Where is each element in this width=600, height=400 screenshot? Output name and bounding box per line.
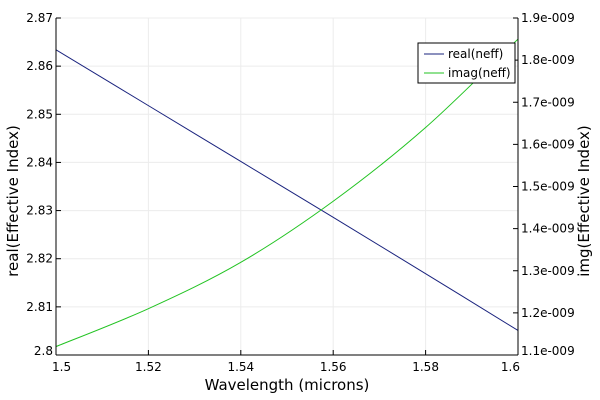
x-tick-label: 1.56 bbox=[320, 360, 347, 374]
series-line-imag bbox=[56, 38, 518, 348]
y-right-tick-label: 1.3e-009 bbox=[521, 264, 575, 278]
y-left-tick-label: 2.86 bbox=[26, 59, 53, 73]
y-right-tick-label: 1.6e-009 bbox=[521, 137, 575, 151]
series-line-real bbox=[56, 49, 518, 331]
y-left-tick-label: 2.8 bbox=[34, 344, 53, 358]
y-left-tick-label: 2.85 bbox=[26, 107, 53, 121]
legend-entry-imag: imag(neff) bbox=[448, 66, 511, 80]
y-left-tick-label: 2.87 bbox=[26, 11, 53, 25]
legend: real(neff) imag(neff) bbox=[417, 42, 516, 84]
y-left-tick-label: 2.82 bbox=[26, 252, 53, 266]
y-left-tick-label: 2.84 bbox=[26, 155, 53, 169]
y-right-tick-label: 1.7e-009 bbox=[521, 95, 575, 109]
y-right-tick-label: 1.2e-009 bbox=[521, 306, 575, 320]
y-left-tick-label: 2.81 bbox=[26, 300, 53, 314]
y-right-tick-label: 1.8e-009 bbox=[521, 53, 575, 67]
x-tick-label: 1.52 bbox=[135, 360, 162, 374]
y-axis-left-label: real(Effective Index) bbox=[4, 125, 22, 277]
y-axis-right-label: img(Effective Index) bbox=[575, 125, 593, 277]
legend-entry-real: real(neff) bbox=[448, 47, 503, 61]
y-left-tick-label: 2.83 bbox=[26, 204, 53, 218]
y-right-tick-label: 1.1e-009 bbox=[521, 344, 575, 358]
legend-box bbox=[417, 42, 516, 84]
y-right-tick-label: 1.4e-009 bbox=[521, 222, 575, 236]
x-axis-label: Wavelength (microns) bbox=[205, 376, 370, 394]
ticks: 1.5 1.52 1.54 1.56 1.58 1.6 2.8 2.81 2.82 2.83 2.8… bbox=[26, 11, 574, 374]
x-tick-label: 1.5 bbox=[52, 360, 71, 374]
x-tick-label: 1.58 bbox=[412, 360, 439, 374]
x-tick-label: 1.54 bbox=[227, 360, 254, 374]
series-layer bbox=[56, 38, 518, 348]
y-right-tick-label: 1.5e-009 bbox=[521, 180, 575, 194]
x-tick-label: 1.6 bbox=[501, 360, 520, 374]
y-right-tick-label: 1.9e-009 bbox=[521, 11, 575, 25]
